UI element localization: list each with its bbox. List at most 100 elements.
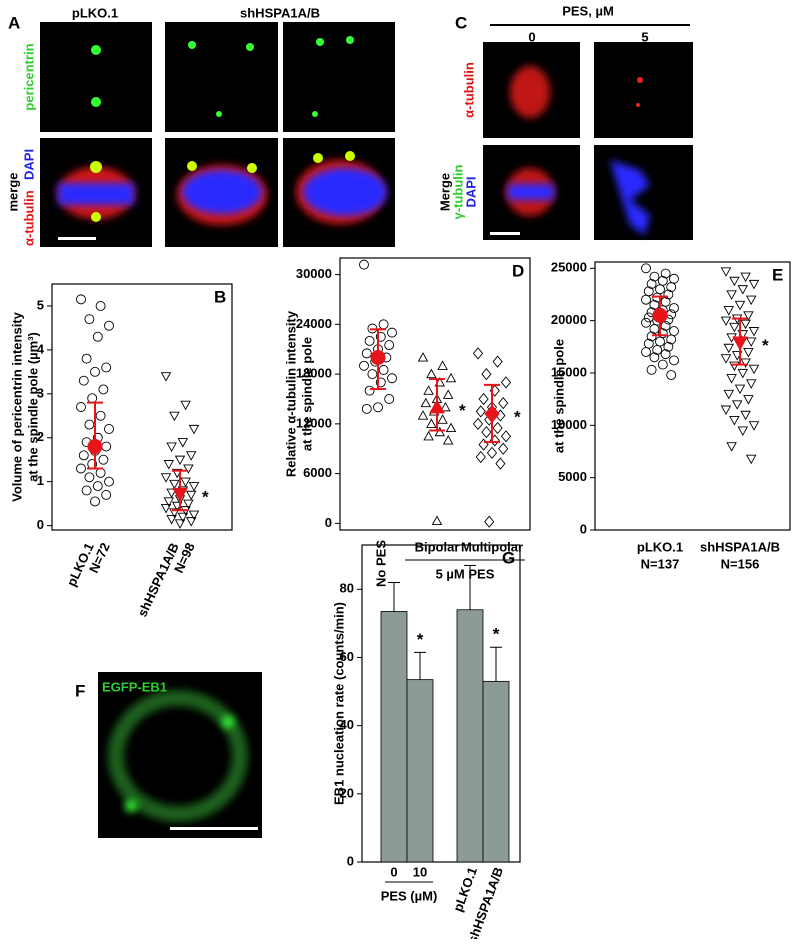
data-point — [723, 389, 735, 400]
x-tick-label: shHSPA1A/B — [700, 539, 780, 554]
data-point — [423, 430, 434, 441]
y-tick-label: 0 — [347, 853, 354, 868]
stain-label: pericentrin — [21, 43, 36, 110]
data-point — [169, 411, 180, 422]
data-point — [498, 442, 509, 455]
y-tick-label: 2 — [37, 429, 44, 444]
data-point — [98, 454, 109, 465]
y-tick-label: 1 — [37, 473, 44, 488]
data-point — [723, 306, 735, 316]
data-point — [745, 337, 757, 347]
data-point — [726, 374, 737, 384]
data-point — [660, 349, 671, 360]
data-point — [183, 464, 194, 474]
stain-label: α-tubulin — [461, 62, 476, 118]
data-point — [177, 512, 189, 523]
n-label: N=156 — [721, 556, 760, 571]
significance: * — [514, 407, 521, 426]
stain-label: DAPI — [463, 176, 478, 207]
y-axis-label: Relative α-tubulin intensity — [283, 310, 298, 477]
data-point — [183, 499, 194, 510]
data-point — [185, 490, 197, 501]
data-point — [649, 299, 660, 310]
significance: * — [459, 401, 466, 420]
data-point — [646, 331, 657, 342]
micrographs-c — [483, 42, 693, 240]
data-point — [101, 362, 112, 373]
data-point — [445, 422, 457, 433]
data-point — [478, 392, 489, 406]
x-tick-label: 10 — [413, 864, 427, 879]
data-point — [420, 397, 432, 408]
data-point — [743, 311, 754, 321]
data-point — [437, 414, 448, 424]
panel-letter: D — [512, 261, 524, 280]
data-point — [78, 375, 89, 386]
data-point — [160, 473, 172, 483]
micrographs-a — [40, 22, 395, 247]
data-point — [387, 327, 397, 338]
x-tick-label: Bipolar — [415, 539, 460, 554]
panel-letter: A — [8, 13, 20, 32]
y-tick-label: 12000 — [296, 415, 332, 430]
y-tick-label: 24000 — [296, 316, 332, 331]
bar — [456, 609, 484, 863]
data-point — [375, 377, 386, 388]
data-point — [657, 275, 668, 286]
data-point — [745, 379, 757, 389]
data-point — [740, 358, 751, 368]
data-point — [484, 515, 495, 528]
data-point — [669, 355, 679, 366]
data-point — [649, 271, 660, 282]
y-tick-label: 10000 — [551, 417, 587, 432]
y-axis-label: EB1 nucleation rate (counts/min) — [331, 602, 346, 805]
y-tick-label: 5000 — [558, 469, 587, 484]
y-tick-label: 0 — [37, 517, 44, 532]
x-tick-label: shHSPA1A/B — [134, 540, 181, 619]
data-point — [367, 369, 378, 380]
data-point — [729, 416, 740, 426]
group-label: 5 µM PES — [436, 566, 495, 581]
data-point — [95, 467, 106, 478]
data-point — [646, 364, 657, 375]
data-point — [180, 477, 191, 488]
data-point — [384, 394, 395, 404]
y-tick-label: 40 — [340, 717, 354, 732]
data-point — [737, 368, 749, 379]
bar — [380, 611, 408, 863]
panel-letter: E — [772, 265, 783, 284]
data-point — [84, 472, 95, 483]
data-point — [160, 503, 172, 514]
data-point — [720, 267, 732, 277]
data-point — [76, 463, 86, 474]
y-tick-label: 4 — [37, 341, 45, 356]
data-point — [666, 282, 677, 293]
y-tick-label: 30000 — [296, 266, 332, 281]
data-point — [169, 508, 180, 518]
panel-letter: C — [455, 13, 467, 32]
data-point — [643, 312, 654, 323]
data-point — [748, 279, 760, 290]
data-point — [641, 317, 651, 328]
data-point — [431, 515, 443, 525]
data-point — [163, 460, 175, 470]
data-point — [655, 284, 665, 295]
data-point — [92, 331, 103, 342]
data-point — [641, 347, 651, 357]
x-tick-label: No PES — [373, 540, 388, 587]
data-point — [666, 334, 677, 345]
data-point — [492, 421, 503, 435]
data-point — [669, 326, 679, 337]
y-tick-label: 6000 — [303, 465, 332, 480]
mean-marker — [732, 336, 748, 351]
dose-label: 5 — [641, 29, 648, 44]
data-point — [495, 457, 506, 470]
y-axis-label: at the spindle pole (µm³) — [25, 332, 40, 482]
mean-marker — [429, 399, 445, 414]
data-point — [740, 272, 751, 283]
data-point — [177, 438, 189, 448]
dose-label: 0 — [528, 29, 535, 44]
data-point — [442, 435, 454, 445]
significance: * — [493, 625, 500, 644]
panel-letter: G — [502, 548, 515, 567]
